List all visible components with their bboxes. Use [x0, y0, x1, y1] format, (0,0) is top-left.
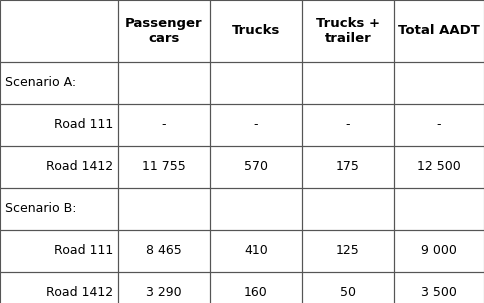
Text: Scenario B:: Scenario B: [5, 202, 76, 215]
Bar [302, 0, 394, 62]
Text: -: - [437, 118, 441, 132]
Text: Passenger
cars: Passenger cars [125, 17, 203, 45]
Bar [0, 188, 118, 230]
Bar [118, 188, 210, 230]
Bar [118, 62, 210, 104]
Bar [210, 272, 302, 303]
Text: Total AADT: Total AADT [398, 25, 480, 38]
Bar [302, 188, 394, 230]
Bar [302, 104, 394, 146]
Text: Road 1412: Road 1412 [46, 161, 113, 174]
Bar [210, 188, 302, 230]
Bar [210, 146, 302, 188]
Text: 160: 160 [244, 287, 268, 299]
Text: 11 755: 11 755 [142, 161, 186, 174]
Bar [394, 146, 484, 188]
Bar [210, 0, 302, 62]
Bar [118, 146, 210, 188]
Text: 125: 125 [336, 245, 360, 258]
Bar [394, 62, 484, 104]
Text: 3 500: 3 500 [421, 287, 457, 299]
Bar [394, 0, 484, 62]
Bar [210, 230, 302, 272]
Bar [118, 230, 210, 272]
Bar [210, 104, 302, 146]
Bar [118, 272, 210, 303]
Bar [302, 62, 394, 104]
Bar [118, 0, 210, 62]
Text: 8 465: 8 465 [146, 245, 182, 258]
Bar [0, 146, 118, 188]
Text: Trucks: Trucks [232, 25, 280, 38]
Bar [302, 146, 394, 188]
Text: -: - [346, 118, 350, 132]
Bar [0, 230, 118, 272]
Bar [0, 272, 118, 303]
Bar [0, 62, 118, 104]
Bar [0, 104, 118, 146]
Text: Road 1412: Road 1412 [46, 287, 113, 299]
Text: 3 290: 3 290 [146, 287, 182, 299]
Text: Road 111: Road 111 [54, 245, 113, 258]
Text: 9 000: 9 000 [421, 245, 457, 258]
Bar [394, 104, 484, 146]
Bar [302, 230, 394, 272]
Bar [118, 104, 210, 146]
Text: 410: 410 [244, 245, 268, 258]
Text: Trucks +
trailer: Trucks + trailer [316, 17, 380, 45]
Bar [302, 272, 394, 303]
Text: 175: 175 [336, 161, 360, 174]
Text: -: - [254, 118, 258, 132]
Text: 12 500: 12 500 [417, 161, 461, 174]
Text: 570: 570 [244, 161, 268, 174]
Bar [394, 230, 484, 272]
Bar [394, 272, 484, 303]
Text: -: - [162, 118, 166, 132]
Text: Scenario A:: Scenario A: [5, 76, 76, 89]
Text: 50: 50 [340, 287, 356, 299]
Bar [210, 62, 302, 104]
Bar [394, 188, 484, 230]
Text: Road 111: Road 111 [54, 118, 113, 132]
Bar [0, 0, 118, 62]
